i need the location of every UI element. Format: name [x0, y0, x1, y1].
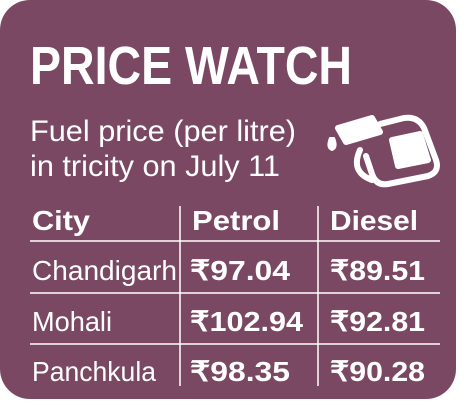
price-cell: ₹102.94	[190, 306, 303, 337]
city-cell: Mohali	[32, 306, 112, 337]
title: PRICE WATCH	[30, 36, 352, 96]
fuel-pump-icon	[327, 114, 440, 188]
column-header: Petrol	[192, 205, 280, 236]
column-header: City	[32, 205, 90, 236]
subtitle-line: Fuel price (per litre)	[30, 115, 296, 148]
price-cell: ₹97.04	[190, 255, 290, 286]
card-background	[0, 0, 456, 399]
city-cell: Chandigarh	[32, 255, 177, 286]
city-cell: Panchkula	[32, 356, 156, 387]
price-cell: ₹89.51	[330, 255, 425, 286]
subtitle-line: in tricity on July 11	[30, 150, 280, 183]
price-cell: ₹98.35	[190, 356, 290, 387]
price-cell: ₹92.81	[330, 306, 425, 337]
table: City Petrol Diesel Chandigarh ₹97.04 ₹89…	[30, 205, 440, 387]
column-header: Diesel	[330, 205, 418, 236]
price-cell: ₹90.28	[330, 356, 425, 387]
